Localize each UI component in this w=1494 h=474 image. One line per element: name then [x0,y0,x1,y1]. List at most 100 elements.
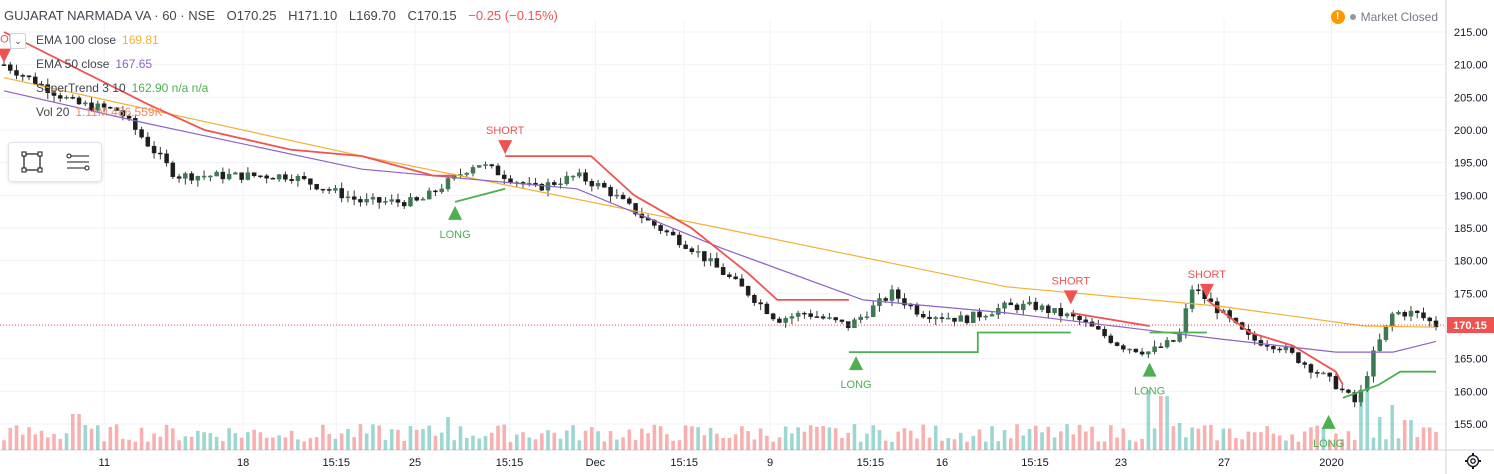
candle-down [1433,320,1439,328]
candle-down [1121,345,1126,350]
short-signal-label: SHORT [1188,269,1227,281]
candle-up [333,188,338,191]
volume-bar [721,437,725,450]
legend-ema50[interactable]: EMA 50 close 167.65 [36,57,152,71]
volume-bar [27,427,31,450]
candle-down [114,107,119,111]
candle-down [239,172,244,180]
volume-bar [233,433,238,450]
candle-down [264,175,269,179]
candle-up [1371,350,1376,377]
volume-bar [1002,429,1007,450]
volume-bar [821,425,825,450]
volume-bar [890,441,894,450]
long-signal-icon [1321,414,1336,429]
ohlc-close: C170.15 [407,8,457,23]
volume-bar [877,430,882,450]
legend-volume[interactable]: Vol 20 1.11M 486.559K [36,105,163,119]
volume-bar [189,436,194,450]
gear-icon[interactable] [1464,452,1482,470]
volume-bar [221,441,225,450]
long-signal-label: LONG [1134,386,1165,398]
volume-bar [1321,427,1326,450]
collapse-legend-button[interactable]: ⌄ [10,33,26,49]
candle-up [208,175,213,178]
legend-ema100[interactable]: EMA 100 close 169.81 [36,33,159,47]
volume-bar [1240,439,1244,450]
candle-down [608,187,613,197]
volume-bar [533,439,538,450]
volume-bar [70,414,75,450]
candle-up [1146,351,1151,355]
candle-down [14,70,19,76]
ema50-line [3,90,1437,353]
candle-down [758,302,763,305]
volume-bar [289,430,294,450]
candle-down [1346,389,1351,393]
x-tick-label: 15:15 [670,457,698,469]
symbol-title[interactable]: GUJARAT NARMADA VA · 60 · NSE [4,8,215,23]
y-tick-label: 190.00 [1454,190,1488,202]
ohlc-change: −0.25 (−0.15%) [468,8,558,23]
candle-down [1427,317,1432,322]
volume-bar [746,431,750,450]
candle-down [1333,376,1339,390]
candle-down [20,75,26,77]
legend-supertrend[interactable]: SuperTrend 3 10 162.90 n/a n/a [36,81,208,95]
volume-bar [783,426,788,450]
candle-down [433,190,438,193]
volume-bar [1090,426,1094,450]
volume-bar [83,425,88,450]
candle-down [133,117,138,130]
long-signal-label: LONG [840,379,871,391]
short-signal-icon [1063,290,1078,305]
volume-bar [1271,433,1276,450]
volume-bar [52,433,56,450]
last-price-value: 170.15 [1453,320,1487,332]
lines-tool-button[interactable] [55,143,101,181]
supertrend-up-line [454,187,506,203]
volume-bar [902,428,907,450]
volume-bar [1371,437,1376,450]
market-status: ! Market Closed [1330,10,1438,24]
volume-bar [296,439,300,450]
candle-down [658,225,663,231]
volume-bar [89,428,94,450]
volume-bar [496,425,500,450]
rectangle-tool-button[interactable] [9,143,55,181]
candle-up [996,308,1001,315]
candle-down [301,176,307,180]
volume-bar [314,437,319,450]
candle-down [977,311,982,318]
volume-bar [1096,441,1101,450]
volume-bar [1227,428,1232,450]
volume-bar [858,441,863,450]
volume-bar [396,429,400,450]
candle-down [733,276,738,280]
volume-bar [908,430,913,450]
candle-down [908,304,913,307]
warning-icon[interactable]: ! [1330,10,1345,24]
volume-bar [1102,441,1107,450]
volume-bar [1409,420,1413,450]
candle-up [1408,310,1414,317]
volume-bar [521,432,525,450]
volume-bar [471,435,475,450]
candle-down [583,172,588,182]
volume-bar [114,424,119,450]
candle-down [1108,335,1114,343]
candle-down [8,64,13,71]
volume-bar [358,424,363,450]
candle-up [201,175,207,178]
candle-up [1164,340,1170,348]
volume-bar [1352,440,1357,450]
y-tick-label: 165.00 [1454,354,1488,366]
volume-bar [990,426,994,450]
volume-bar [508,441,513,450]
candle-down [1339,388,1345,391]
candle-down [314,184,319,190]
volume-bar [652,424,657,450]
candle-down [1314,372,1320,374]
